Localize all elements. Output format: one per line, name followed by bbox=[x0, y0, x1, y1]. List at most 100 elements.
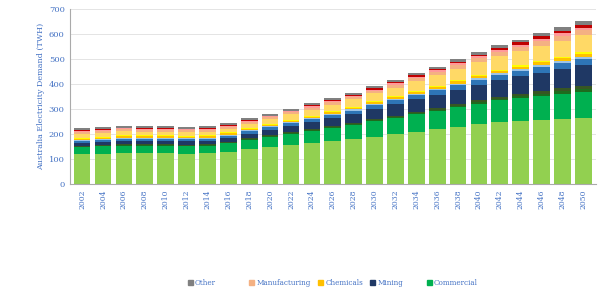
Bar bbox=[324, 113, 341, 115]
Bar bbox=[429, 69, 445, 70]
Bar bbox=[366, 109, 383, 119]
Bar bbox=[533, 67, 550, 73]
Bar bbox=[450, 65, 466, 69]
Bar bbox=[304, 110, 320, 115]
Bar bbox=[116, 153, 132, 184]
Bar bbox=[199, 153, 216, 184]
Bar bbox=[74, 134, 91, 138]
Bar bbox=[491, 80, 508, 97]
Bar bbox=[262, 115, 278, 116]
Bar bbox=[387, 116, 404, 117]
Bar bbox=[491, 97, 508, 99]
Legend: Other, Construction, Water, Manufacturing, Metals, Steel, Chemicals, Wood, Food,: Other, Construction, Water, Manufacturin… bbox=[188, 279, 478, 288]
Bar bbox=[533, 61, 550, 62]
Bar bbox=[324, 127, 341, 128]
Bar bbox=[94, 137, 111, 138]
Bar bbox=[199, 129, 216, 130]
Bar bbox=[157, 126, 174, 128]
Bar bbox=[471, 76, 487, 78]
Bar bbox=[429, 111, 445, 129]
Bar bbox=[512, 121, 529, 184]
Bar bbox=[283, 123, 299, 126]
Bar bbox=[471, 124, 487, 184]
Bar bbox=[345, 114, 362, 123]
Bar bbox=[575, 86, 592, 89]
Bar bbox=[283, 145, 299, 184]
Bar bbox=[241, 122, 258, 124]
Bar bbox=[387, 134, 404, 184]
Bar bbox=[575, 28, 592, 30]
Bar bbox=[74, 130, 91, 131]
Bar bbox=[74, 143, 91, 146]
Bar bbox=[283, 111, 299, 112]
Bar bbox=[157, 146, 174, 153]
Bar bbox=[220, 138, 237, 142]
Bar bbox=[429, 72, 445, 75]
Bar bbox=[283, 112, 299, 114]
Bar bbox=[220, 129, 237, 132]
Bar bbox=[408, 77, 425, 78]
Bar bbox=[512, 45, 529, 47]
Bar bbox=[262, 137, 278, 147]
Bar bbox=[220, 123, 237, 125]
Bar bbox=[471, 78, 487, 80]
Bar bbox=[554, 91, 571, 94]
Bar bbox=[471, 52, 487, 54]
Bar bbox=[387, 88, 404, 96]
Bar bbox=[471, 100, 487, 102]
Bar bbox=[533, 46, 550, 61]
Bar bbox=[324, 141, 341, 184]
Bar bbox=[178, 139, 195, 141]
Bar bbox=[74, 139, 91, 140]
Bar bbox=[324, 111, 341, 112]
Bar bbox=[136, 139, 153, 141]
Bar bbox=[471, 102, 487, 103]
Bar bbox=[178, 154, 195, 184]
Bar bbox=[136, 153, 153, 184]
Bar bbox=[94, 129, 111, 130]
Bar bbox=[241, 121, 258, 122]
Bar bbox=[450, 85, 466, 90]
Bar bbox=[157, 145, 174, 146]
Bar bbox=[304, 118, 320, 119]
Bar bbox=[450, 90, 466, 104]
Bar bbox=[136, 146, 153, 153]
Bar bbox=[387, 84, 404, 85]
Bar bbox=[575, 65, 592, 86]
Bar bbox=[262, 119, 278, 124]
Bar bbox=[283, 122, 299, 123]
Bar bbox=[74, 141, 91, 143]
Bar bbox=[512, 39, 529, 42]
Bar bbox=[450, 84, 466, 85]
Bar bbox=[345, 139, 362, 184]
Bar bbox=[554, 63, 571, 69]
Bar bbox=[304, 103, 320, 105]
Bar bbox=[366, 104, 383, 105]
Bar bbox=[554, 88, 571, 91]
Bar bbox=[554, 56, 571, 58]
Bar bbox=[94, 130, 111, 131]
Bar bbox=[491, 48, 508, 50]
Bar bbox=[136, 128, 153, 129]
Bar bbox=[283, 133, 299, 134]
Bar bbox=[157, 128, 174, 129]
Bar bbox=[408, 92, 425, 94]
Bar bbox=[408, 73, 425, 75]
Bar bbox=[345, 93, 362, 95]
Bar bbox=[408, 114, 425, 132]
Bar bbox=[241, 118, 258, 120]
Bar bbox=[262, 127, 278, 130]
Bar bbox=[157, 153, 174, 184]
Bar bbox=[199, 145, 216, 146]
Bar bbox=[408, 94, 425, 96]
Bar bbox=[408, 81, 425, 91]
Bar bbox=[366, 102, 383, 104]
Bar bbox=[178, 130, 195, 132]
Bar bbox=[512, 76, 529, 94]
Bar bbox=[116, 126, 132, 128]
Bar bbox=[554, 61, 571, 63]
Bar bbox=[304, 105, 320, 106]
Bar bbox=[533, 91, 550, 94]
Bar bbox=[74, 146, 91, 147]
Bar bbox=[345, 97, 362, 99]
